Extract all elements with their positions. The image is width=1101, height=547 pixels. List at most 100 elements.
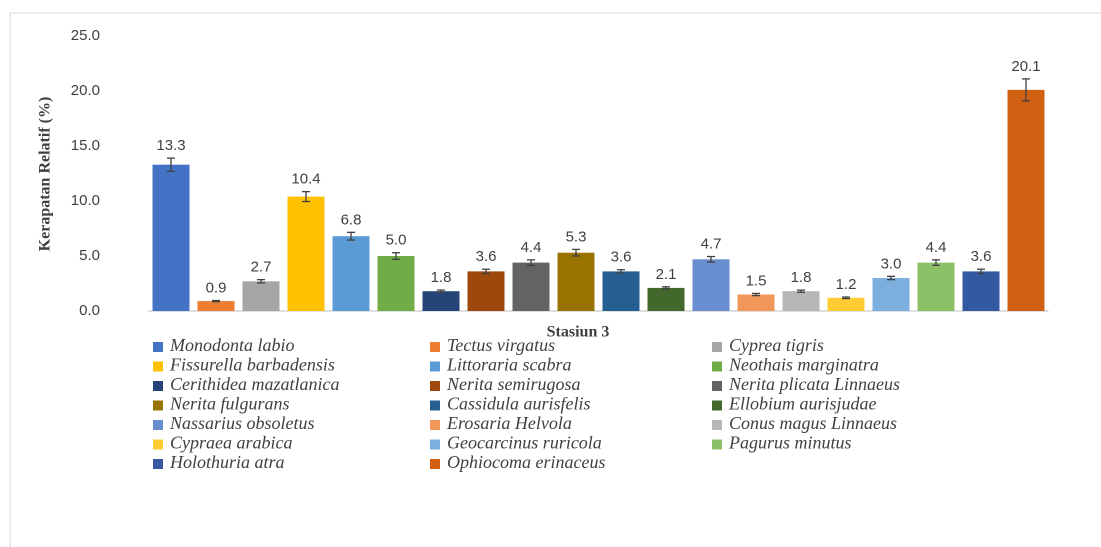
error-bar	[527, 259, 535, 267]
value-label: 3.6	[611, 249, 632, 266]
bar	[917, 262, 955, 311]
error-bar	[977, 268, 985, 275]
legend-swatch	[153, 420, 163, 430]
bar	[242, 281, 280, 311]
legend-label: Pagurus minutus	[728, 433, 852, 453]
legend-label: Holothuria atra	[169, 452, 285, 472]
error-bar	[617, 269, 625, 274]
legend-label: Fissurella barbadensis	[169, 355, 335, 375]
legend-label: Cassidula aurisfelis	[447, 394, 591, 414]
error-bar	[302, 190, 310, 203]
y-tick-label: 5.0	[79, 247, 100, 264]
bar	[602, 271, 640, 311]
legend-swatch	[712, 381, 722, 391]
error-bar	[707, 255, 715, 263]
error-bar	[482, 268, 490, 275]
value-label: 6.8	[341, 211, 362, 228]
y-tick-label: 0.0	[79, 302, 100, 319]
bar	[962, 271, 1000, 311]
y-tick-label: 15.0	[71, 137, 100, 154]
bar	[692, 259, 730, 311]
value-label: 4.7	[701, 236, 722, 253]
value-label: 5.0	[386, 232, 407, 249]
value-label: 3.6	[476, 248, 497, 265]
error-bar	[437, 289, 445, 293]
bar	[422, 291, 460, 311]
legend-label: Cypraea arabica	[170, 433, 292, 453]
legend-label: Erosaria Helvola	[446, 413, 572, 433]
legend-swatch	[430, 361, 440, 372]
legend-swatch	[153, 400, 163, 411]
x-category-label: Stasiun 3	[547, 324, 610, 341]
error-bar	[257, 278, 265, 284]
value-label: 2.1	[656, 266, 677, 283]
legend-swatch	[153, 459, 163, 469]
value-label: 1.5	[746, 272, 767, 289]
legend-swatch	[153, 342, 163, 352]
legend-swatch	[430, 439, 440, 450]
legend-label: Nerita semirugosa	[446, 374, 581, 394]
legend-label: Nerita plicata Linnaeus	[728, 374, 900, 394]
value-label: 20.1	[1011, 58, 1040, 75]
legend-swatch	[712, 400, 722, 411]
legend-label: Neothais marginatra	[728, 355, 879, 375]
y-axis-label: Kerapatan Relatif (%)	[37, 97, 54, 252]
legend-label: Monodonta labio	[169, 335, 295, 355]
bar	[197, 301, 235, 311]
legend-swatch	[153, 361, 163, 372]
legend-swatch	[430, 342, 440, 352]
bar	[287, 196, 325, 311]
y-tick-label: 20.0	[71, 82, 100, 99]
value-label: 1.8	[431, 269, 452, 286]
error-bar	[662, 286, 670, 290]
error-bar	[842, 296, 850, 300]
error-bar	[932, 259, 940, 267]
legend-swatch	[712, 439, 722, 450]
error-bar	[212, 299, 220, 303]
value-label: 2.7	[251, 259, 272, 276]
legend-swatch	[430, 459, 440, 469]
bar	[782, 291, 820, 311]
value-label: 1.2	[836, 276, 857, 293]
legend-swatch	[430, 400, 440, 411]
error-bar	[752, 292, 760, 297]
y-tick-label: 10.0	[71, 192, 100, 209]
value-label: 1.8	[791, 269, 812, 286]
value-label: 3.0	[881, 255, 902, 272]
legend-swatch	[430, 381, 440, 391]
bar	[557, 252, 595, 311]
legend-swatch	[712, 420, 722, 430]
error-bar	[347, 231, 355, 241]
error-bar	[1022, 78, 1030, 102]
legend-label: Cyprea tigris	[729, 335, 824, 355]
legend-label: Nerita fulgurans	[169, 394, 290, 414]
bar	[467, 271, 505, 311]
legend-swatch	[712, 361, 722, 372]
legend-swatch	[153, 439, 163, 450]
value-label: 13.3	[156, 137, 185, 154]
error-bar	[797, 289, 805, 293]
legend-label: Geocarcinus ruricola	[447, 433, 602, 453]
bar	[737, 294, 775, 311]
value-label: 3.6	[971, 248, 992, 265]
chart-border	[9, 12, 1101, 547]
error-bar	[887, 275, 895, 281]
error-bar	[392, 252, 400, 260]
bar	[872, 278, 910, 311]
bar	[1007, 89, 1045, 312]
legend-swatch	[430, 420, 440, 430]
legend-swatch	[153, 381, 163, 391]
y-tick-label: 25.0	[71, 27, 100, 44]
bar	[152, 164, 190, 311]
bar	[647, 287, 685, 311]
legend-label: Littoraria scabra	[446, 355, 572, 375]
bar	[827, 297, 865, 311]
legend-swatch	[712, 342, 722, 352]
legend-label: Tectus virgatus	[447, 335, 555, 355]
legend-label: Cerithidea mazatlanica	[170, 374, 340, 394]
legend-label: Ophiocoma erinaceus	[447, 452, 605, 472]
legend-label: Nassarius obsoletus	[169, 413, 315, 433]
value-label: 10.4	[291, 171, 320, 188]
value-label: 5.3	[566, 228, 587, 245]
value-label: 4.4	[521, 239, 542, 256]
